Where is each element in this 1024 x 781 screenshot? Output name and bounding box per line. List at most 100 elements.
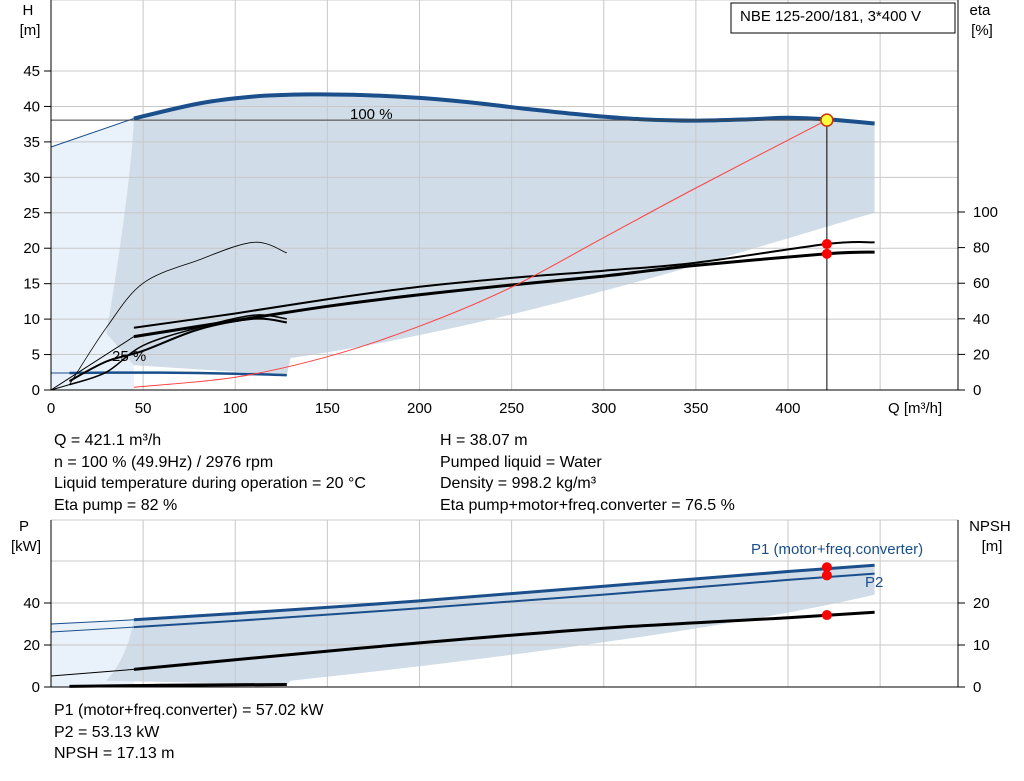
duty-point-eta-pump (821, 239, 832, 250)
info-right: H = 38.07 m Pumped liquid = Water Densit… (440, 430, 735, 516)
eta-total-readout: Eta pump+motor+freq.converter = 76.5 % (440, 496, 735, 514)
npsh-axis-label: NPSH [m] (969, 518, 1015, 555)
x-tick-label: 100 (223, 400, 248, 417)
pumped-liquid-readout: Pumped liquid = Water (440, 453, 602, 471)
curve-100-label: 100 % (350, 106, 393, 123)
y2-tick-label: 60 (973, 275, 990, 292)
eta-axis-label: eta [%] (969, 2, 994, 39)
y-tick-label: 35 (23, 134, 40, 151)
y2-tick-label: 40 (973, 311, 990, 328)
x-tick-label: 200 (407, 400, 432, 417)
info-bottom: P1 (motor+freq.converter) = 57.02 kW P2 … (54, 700, 323, 765)
bottom-tick-labels: 0 20 40 0 10 20 (23, 595, 989, 696)
eta-axis-label-line2: [%] (971, 22, 993, 39)
y-tick-label: 10 (23, 311, 40, 328)
p-axis-label: P [kW] (11, 518, 41, 555)
top-duty-points (820, 113, 834, 259)
npsh-curve (133, 610, 875, 671)
x-tick-label: 0 (47, 400, 55, 417)
top-axes (50, 0, 959, 391)
bottom-duty-points (821, 562, 832, 621)
y2-tick-label: 100 (973, 204, 998, 221)
p2-readout: P2 = 53.13 kW (54, 723, 160, 741)
x-tick-label: 300 (591, 400, 616, 417)
y-tick-label: 45 (23, 63, 40, 80)
x-tick-label: 150 (315, 400, 340, 417)
p1-curve-extension (50, 619, 134, 625)
p2-curve (133, 572, 875, 629)
eta-pump-readout: Eta pump = 82 % (54, 496, 178, 514)
p2-curve-label: P2 (865, 574, 883, 591)
h-axis-label: H [m] (20, 2, 41, 39)
y2-tick-label: 20 (973, 346, 990, 363)
top-curves (50, 92, 875, 391)
y-tick-label: 5 (32, 347, 40, 364)
p-axis-label-line1: P (19, 518, 29, 535)
npsh-axis-label-line1: NPSH (969, 518, 1011, 535)
x-tick-label: 400 (775, 400, 800, 417)
y-tick-label: 15 (23, 276, 40, 293)
x-tick-label: 250 (499, 400, 524, 417)
p2-curve-extension (50, 626, 134, 633)
y-tick-label: 25 (23, 205, 40, 222)
duty-point-p2 (821, 570, 832, 581)
x-tick-label: 350 (683, 400, 708, 417)
eta-total-curve (133, 240, 875, 329)
eta-extension (50, 336, 135, 391)
y2-tick-label: 80 (973, 240, 990, 257)
y-tick-label: 40 (23, 98, 40, 115)
eta-25-curve (68, 317, 287, 382)
head-readout: H = 38.07 m (440, 432, 528, 449)
duty-point-p1 (821, 562, 832, 573)
npsh-axis-label-line2: [m] (982, 538, 1003, 555)
envelope-region (106, 94, 875, 376)
p1-readout: P1 (motor+freq.converter) = 57.02 kW (54, 702, 324, 719)
y-tick-label: 0 (32, 382, 40, 399)
eta-25-upper-curve (69, 314, 287, 386)
y-tick-label: 20 (23, 240, 40, 257)
top-grid (51, 0, 958, 390)
p-tick-label: 20 (23, 637, 40, 654)
head-curve-extension (50, 118, 135, 148)
x-tick-label: 50 (135, 400, 152, 417)
p-25-curve (69, 683, 287, 688)
head-curve-100 (133, 92, 875, 126)
density-readout: Density = 998.2 kg/m³ (440, 475, 597, 492)
liquid-temperature-readout: Liquid temperature during operation = 20… (54, 475, 366, 492)
h-axis-label-line1: H (22, 2, 33, 19)
eta-thin-extension (50, 384, 70, 391)
speed-readout: n = 100 % (49.9Hz) / 2976 rpm (54, 453, 274, 471)
title-box (730, 2, 956, 34)
bottom-grid (51, 519, 958, 687)
npsh-readout: NPSH = 17.13 m (54, 745, 175, 762)
y2-tick-label: 0 (973, 382, 981, 399)
info-left: Q = 421.1 m³/h n = 100 % (49.9Hz) / 2976… (54, 430, 366, 516)
y-tick-label: 30 (23, 169, 40, 186)
chart-title: NBE 125-200/181, 3*400 V (740, 8, 921, 25)
duty-point-head (820, 113, 834, 127)
npsh-tick-label: 10 (973, 637, 990, 654)
curve-25-label: 25 % (112, 348, 146, 365)
h-axis-label-line2: [m] (20, 22, 41, 39)
npsh-tick-label: 0 (973, 679, 981, 696)
duty-point-eta-total (821, 248, 832, 259)
bottom-envelope-light (51, 619, 134, 687)
eta-axis-label-line1: eta (969, 2, 991, 19)
bottom-curves (50, 563, 875, 688)
npsh-curve-extension (50, 668, 134, 677)
p1-curve (133, 563, 875, 622)
q-axis-label: Q [m³/h] (888, 400, 942, 417)
top-tick-labels: 0 50 100 150 200 250 300 350 4000510152025303540… (23, 63, 998, 417)
p-tick-label: 40 (23, 595, 40, 612)
system-curve (133, 119, 827, 388)
p1-curve-label: P1 (motor+freq.converter) (751, 541, 923, 558)
p-axis-label-line2: [kW] (11, 538, 41, 555)
npsh-tick-label: 20 (973, 595, 990, 612)
duty-point-npsh (821, 610, 832, 621)
p-tick-label: 0 (32, 679, 40, 696)
eta-thin-curve (69, 241, 287, 385)
flow-readout: Q = 421.1 m³/h (54, 432, 162, 449)
top-operating-envelope (51, 94, 875, 391)
eta-pump-curve (133, 250, 875, 339)
